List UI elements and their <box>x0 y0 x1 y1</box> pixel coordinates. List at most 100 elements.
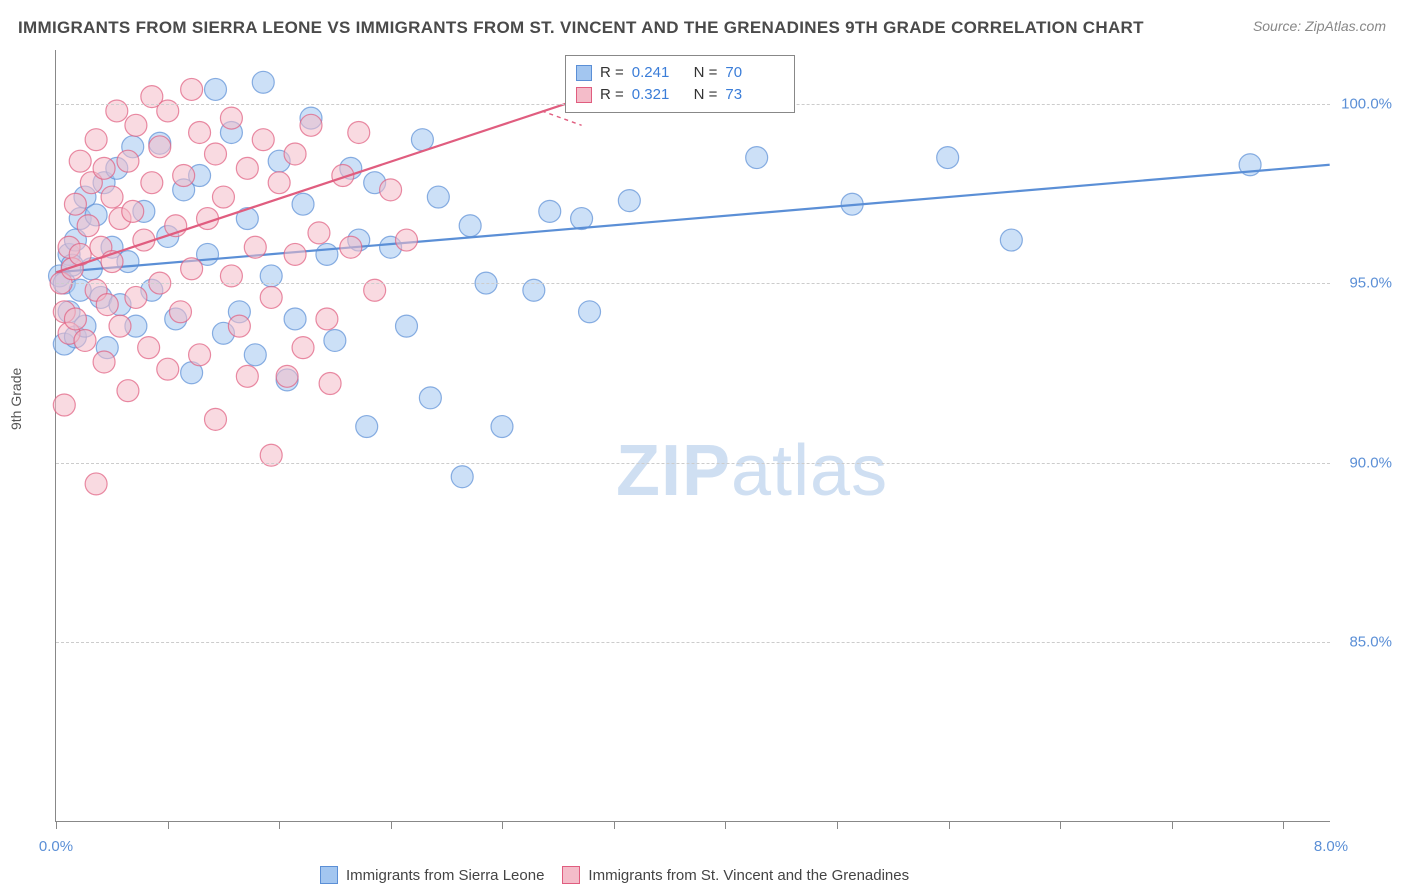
x-tick <box>56 821 57 829</box>
scatter-point <box>618 190 640 212</box>
x-tick-label: 8.0% <box>1314 838 1348 855</box>
scatter-point <box>340 236 362 258</box>
scatter-point <box>169 301 191 323</box>
stats-n-value: 73 <box>725 84 742 106</box>
stats-n-value: 70 <box>725 62 742 84</box>
gridline-h <box>56 283 1330 284</box>
scatter-point <box>93 351 115 373</box>
source-attribution: Source: ZipAtlas.com <box>1253 18 1386 34</box>
scatter-point <box>427 186 449 208</box>
scatter-point <box>276 365 298 387</box>
scatter-point <box>173 165 195 187</box>
scatter-point <box>77 215 99 237</box>
x-tick <box>168 821 169 829</box>
scatter-point <box>64 193 86 215</box>
stats-r-value: 0.321 <box>632 84 670 106</box>
scatter-point <box>419 387 441 409</box>
x-tick <box>614 821 615 829</box>
x-tick-label: 0.0% <box>39 838 73 855</box>
watermark: ZIPatlas <box>616 430 888 512</box>
scatter-point <box>236 365 258 387</box>
scatter-point <box>74 329 96 351</box>
legend-item: Immigrants from St. Vincent and the Gren… <box>562 866 909 884</box>
scatter-point <box>181 78 203 100</box>
legend-swatch <box>562 866 580 884</box>
scatter-point <box>205 408 227 430</box>
scatter-point <box>141 172 163 194</box>
scatter-point <box>101 186 123 208</box>
scatter-point <box>138 337 160 359</box>
scatter-point <box>411 129 433 151</box>
scatter-point <box>236 157 258 179</box>
stats-n-label: N = <box>694 62 718 84</box>
x-tick <box>837 821 838 829</box>
y-tick-label: 100.0% <box>1341 95 1392 112</box>
stats-box: R = 0.241 N = 70 R = 0.321 N = 73 <box>565 55 795 113</box>
scatter-point <box>189 121 211 143</box>
scatter-point <box>157 358 179 380</box>
scatter-point <box>292 337 314 359</box>
x-tick <box>1283 821 1284 829</box>
x-tick <box>1060 821 1061 829</box>
scatter-point <box>380 179 402 201</box>
scatter-point <box>539 200 561 222</box>
watermark-atlas: atlas <box>731 431 888 511</box>
scatter-point <box>316 243 338 265</box>
scatter-point <box>324 329 346 351</box>
gridline-h <box>56 463 1330 464</box>
scatter-point <box>356 416 378 438</box>
scatter-point <box>69 150 91 172</box>
stats-row: R = 0.241 N = 70 <box>576 62 784 84</box>
scatter-point <box>396 315 418 337</box>
scatter-point <box>459 215 481 237</box>
stats-r-label: R = <box>600 62 624 84</box>
scatter-point <box>1000 229 1022 251</box>
stats-r-value: 0.241 <box>632 62 670 84</box>
scatter-point <box>220 107 242 129</box>
scatter-point <box>125 114 147 136</box>
scatter-point <box>292 193 314 215</box>
scatter-point <box>85 129 107 151</box>
scatter-point <box>212 186 234 208</box>
stats-r-label: R = <box>600 84 624 106</box>
chart-container: IMMIGRANTS FROM SIERRA LEONE VS IMMIGRAN… <box>0 0 1406 892</box>
scatter-point <box>125 286 147 308</box>
scatter-point <box>746 147 768 169</box>
y-tick-label: 95.0% <box>1349 275 1392 292</box>
scatter-point <box>244 236 266 258</box>
scatter-point <box>396 229 418 251</box>
scatter-point <box>149 136 171 158</box>
scatter-point <box>96 294 118 316</box>
scatter-point <box>109 315 131 337</box>
stats-swatch <box>576 65 592 81</box>
scatter-point <box>491 416 513 438</box>
scatter-point <box>117 380 139 402</box>
scatter-point <box>252 129 274 151</box>
scatter-point <box>579 301 601 323</box>
scatter-point <box>937 147 959 169</box>
y-tick-label: 85.0% <box>1349 634 1392 651</box>
stats-leader-line <box>542 111 582 125</box>
stats-n-label: N = <box>694 84 718 106</box>
scatter-point <box>85 473 107 495</box>
scatter-point <box>319 373 341 395</box>
scatter-point <box>268 172 290 194</box>
scatter-point <box>451 466 473 488</box>
scatter-point <box>244 344 266 366</box>
legend-swatch <box>320 866 338 884</box>
scatter-point <box>205 78 227 100</box>
y-tick-label: 90.0% <box>1349 454 1392 471</box>
scatter-point <box>260 286 282 308</box>
scatter-point <box>64 308 86 330</box>
scatter-point <box>284 243 306 265</box>
scatter-point <box>197 208 219 230</box>
x-tick <box>1172 821 1173 829</box>
legend: Immigrants from Sierra Leone Immigrants … <box>320 866 909 884</box>
x-tick <box>949 821 950 829</box>
scatter-point <box>308 222 330 244</box>
legend-label: Immigrants from St. Vincent and the Gren… <box>588 867 909 884</box>
scatter-point <box>284 143 306 165</box>
stats-row: R = 0.321 N = 73 <box>576 84 784 106</box>
legend-label: Immigrants from Sierra Leone <box>346 867 544 884</box>
scatter-point <box>348 121 370 143</box>
